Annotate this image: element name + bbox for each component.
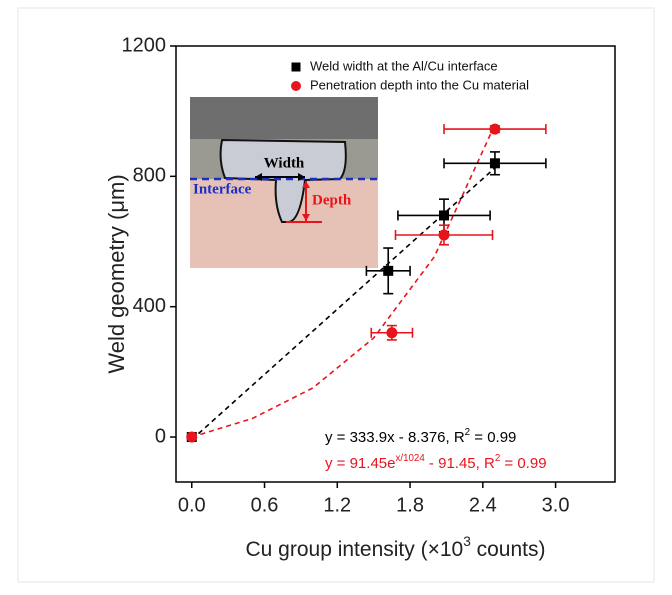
- fit-equation: y = 333.9x - 8.376, R2 = 0.99: [325, 427, 516, 446]
- inset-width-label: Width: [264, 155, 305, 171]
- x-tick-label: 0.6: [251, 494, 279, 516]
- y-tick-label: 400: [133, 295, 166, 317]
- inset-depth-label: Depth: [312, 192, 352, 208]
- point: [438, 229, 450, 241]
- legend-label: Weld width at the Al/Cu interface: [310, 58, 498, 73]
- inset-micrograph: Width Interface Depth: [190, 97, 378, 268]
- x-axis-label-part: counts): [471, 538, 546, 561]
- y-axis-label: Weld geometry (μm): [104, 174, 129, 373]
- x-tick-label: 2.4: [469, 494, 497, 516]
- point: [386, 327, 398, 339]
- x-tick-label: 0.0: [178, 494, 206, 516]
- x-tick-label: 3.0: [542, 494, 570, 516]
- y-tick-label: 1200: [122, 34, 167, 56]
- fit-equation-part: 2: [465, 427, 470, 438]
- legend-marker: [291, 81, 301, 91]
- point: [186, 431, 198, 443]
- x-tick-label: 1.2: [323, 494, 351, 516]
- fit-equation-part: = 0.99: [470, 429, 516, 446]
- y-tick-label: 800: [133, 165, 166, 187]
- fit-equation-part: 2: [495, 453, 500, 464]
- fit-equation: y = 91.45ex/1024 - 91.45, R2 = 0.99: [325, 453, 547, 472]
- point: [439, 210, 450, 221]
- fit-line: [191, 167, 496, 441]
- x-axis-label-part: Cu group intensity (×10: [245, 538, 463, 561]
- legend-label: Penetration depth into the Cu material: [310, 77, 529, 92]
- x-axis-label: Cu group intensity (×103 counts): [245, 534, 545, 560]
- fit-equation-part: y = 333.9x - 8.376, R: [325, 429, 465, 446]
- fit-equation-part: y = 91.45e: [325, 455, 395, 472]
- fit-equation-part: x/1024: [395, 453, 425, 464]
- x-tick-label: 1.8: [396, 494, 424, 516]
- plot-frame: [175, 45, 616, 483]
- point: [489, 123, 501, 135]
- legend-marker: [291, 62, 301, 72]
- fit-equation-part: - 91.45, R: [425, 455, 495, 472]
- inset-interface-label: Interface: [193, 181, 252, 197]
- y-tick-label: 0: [155, 425, 166, 447]
- fit-equation-part: = 0.99: [500, 455, 546, 472]
- point: [489, 158, 500, 169]
- point: [383, 265, 394, 276]
- x-axis-label-part: 3: [463, 534, 471, 549]
